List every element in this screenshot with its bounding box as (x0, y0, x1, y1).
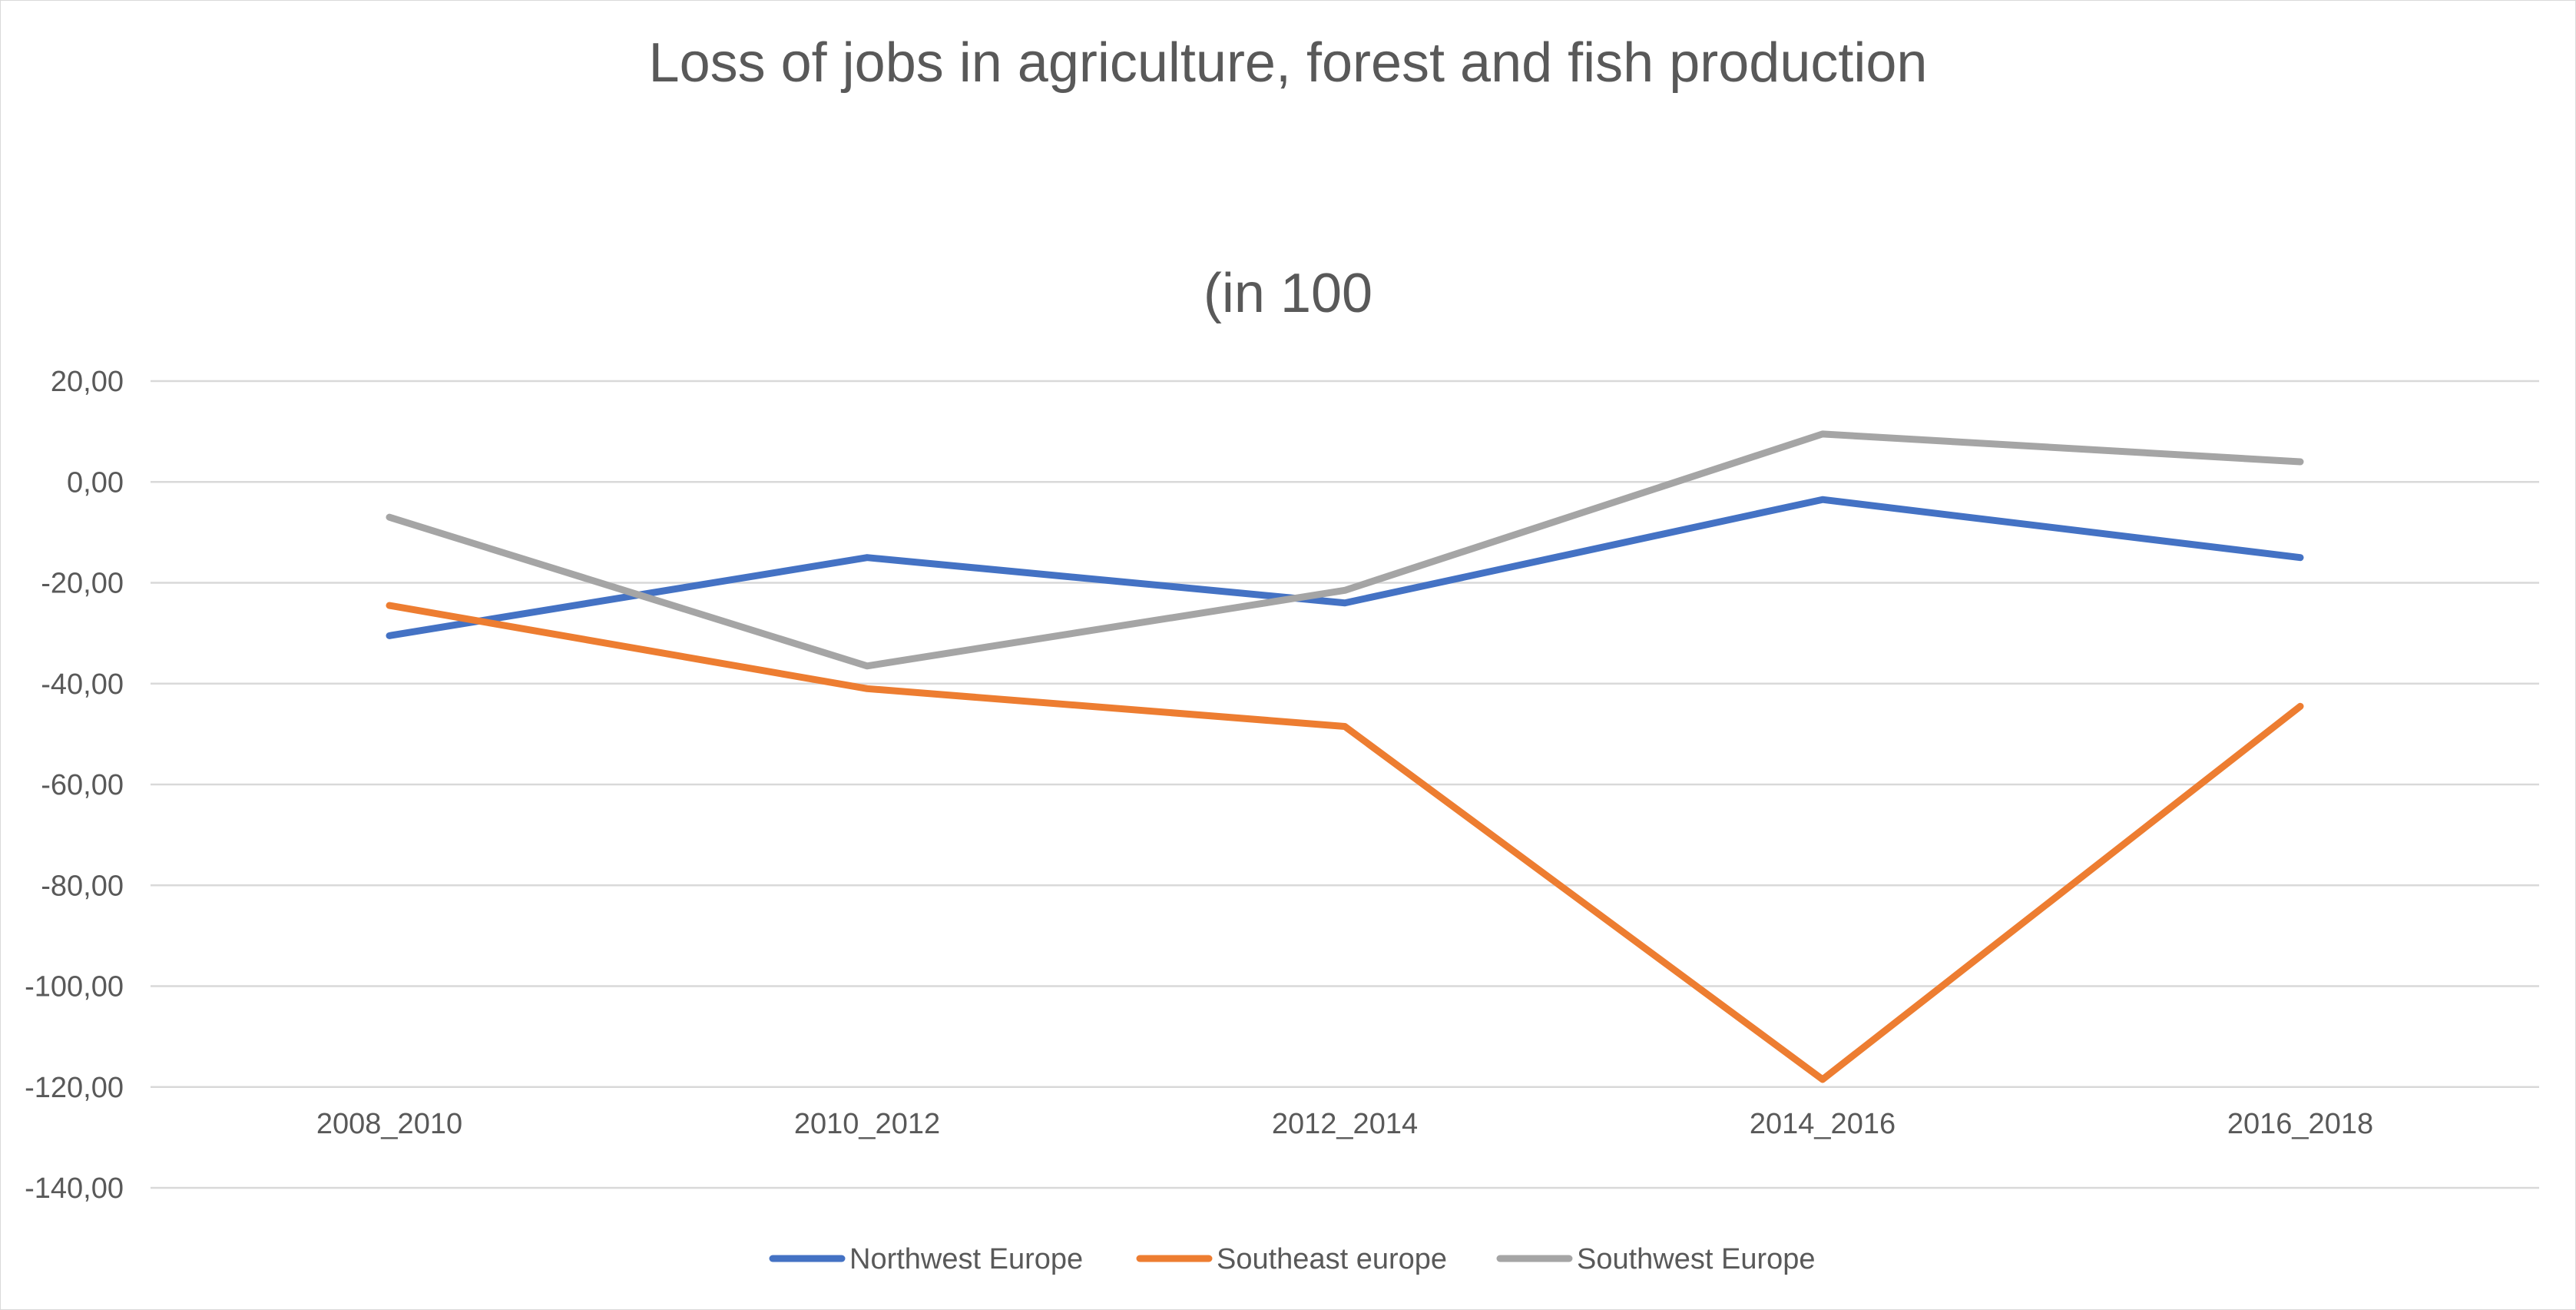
y-tick-label: 0,00 (67, 466, 124, 499)
x-axis-tick-labels: 2008_2010 2010_2012 2012_2014 2014_2016 2016… (316, 1108, 2373, 1140)
y-tick-label: -120,00 (25, 1072, 124, 1104)
y-tick-label: -60,00 (41, 769, 124, 801)
legend: Northwest Europe Southeast europe Southwes… (769, 1243, 1816, 1275)
y-axis-tick-labels: 20,00 0,00 -20,00 -40,00 -60,00 -80,00 -100,00… (25, 366, 124, 1205)
y-tick-label: -40,00 (41, 668, 124, 701)
series-lines (386, 430, 2304, 1083)
legend-label: Southeast europe (1217, 1243, 1447, 1275)
y-tick-label: -100,00 (25, 971, 124, 1003)
y-tick-label: -20,00 (41, 568, 124, 600)
series-line-1 (386, 496, 2304, 639)
chart-title: Loss of jobs in agriculture, forest and … (648, 32, 1928, 94)
x-tick-label: 2008_2010 (316, 1108, 462, 1140)
y-tick-label: -80,00 (41, 870, 124, 902)
gridlines (151, 380, 2539, 1189)
x-tick-label: 2010_2012 (794, 1108, 940, 1140)
series-line-2 (386, 602, 2304, 1083)
y-tick-label: -140,00 (25, 1172, 124, 1205)
series-line-3 (386, 430, 2304, 670)
y-tick-label: 20,00 (51, 366, 124, 398)
legend-label: Southwest Europe (1577, 1243, 1816, 1275)
x-tick-label: 2012_2014 (1272, 1108, 1418, 1140)
x-tick-label: 2014_2016 (1750, 1108, 1896, 1140)
chart-subtitle: (in 100 (1203, 263, 1373, 324)
legend-label: Northwest Europe (849, 1243, 1083, 1275)
x-tick-label: 2016_2018 (2227, 1108, 2373, 1140)
